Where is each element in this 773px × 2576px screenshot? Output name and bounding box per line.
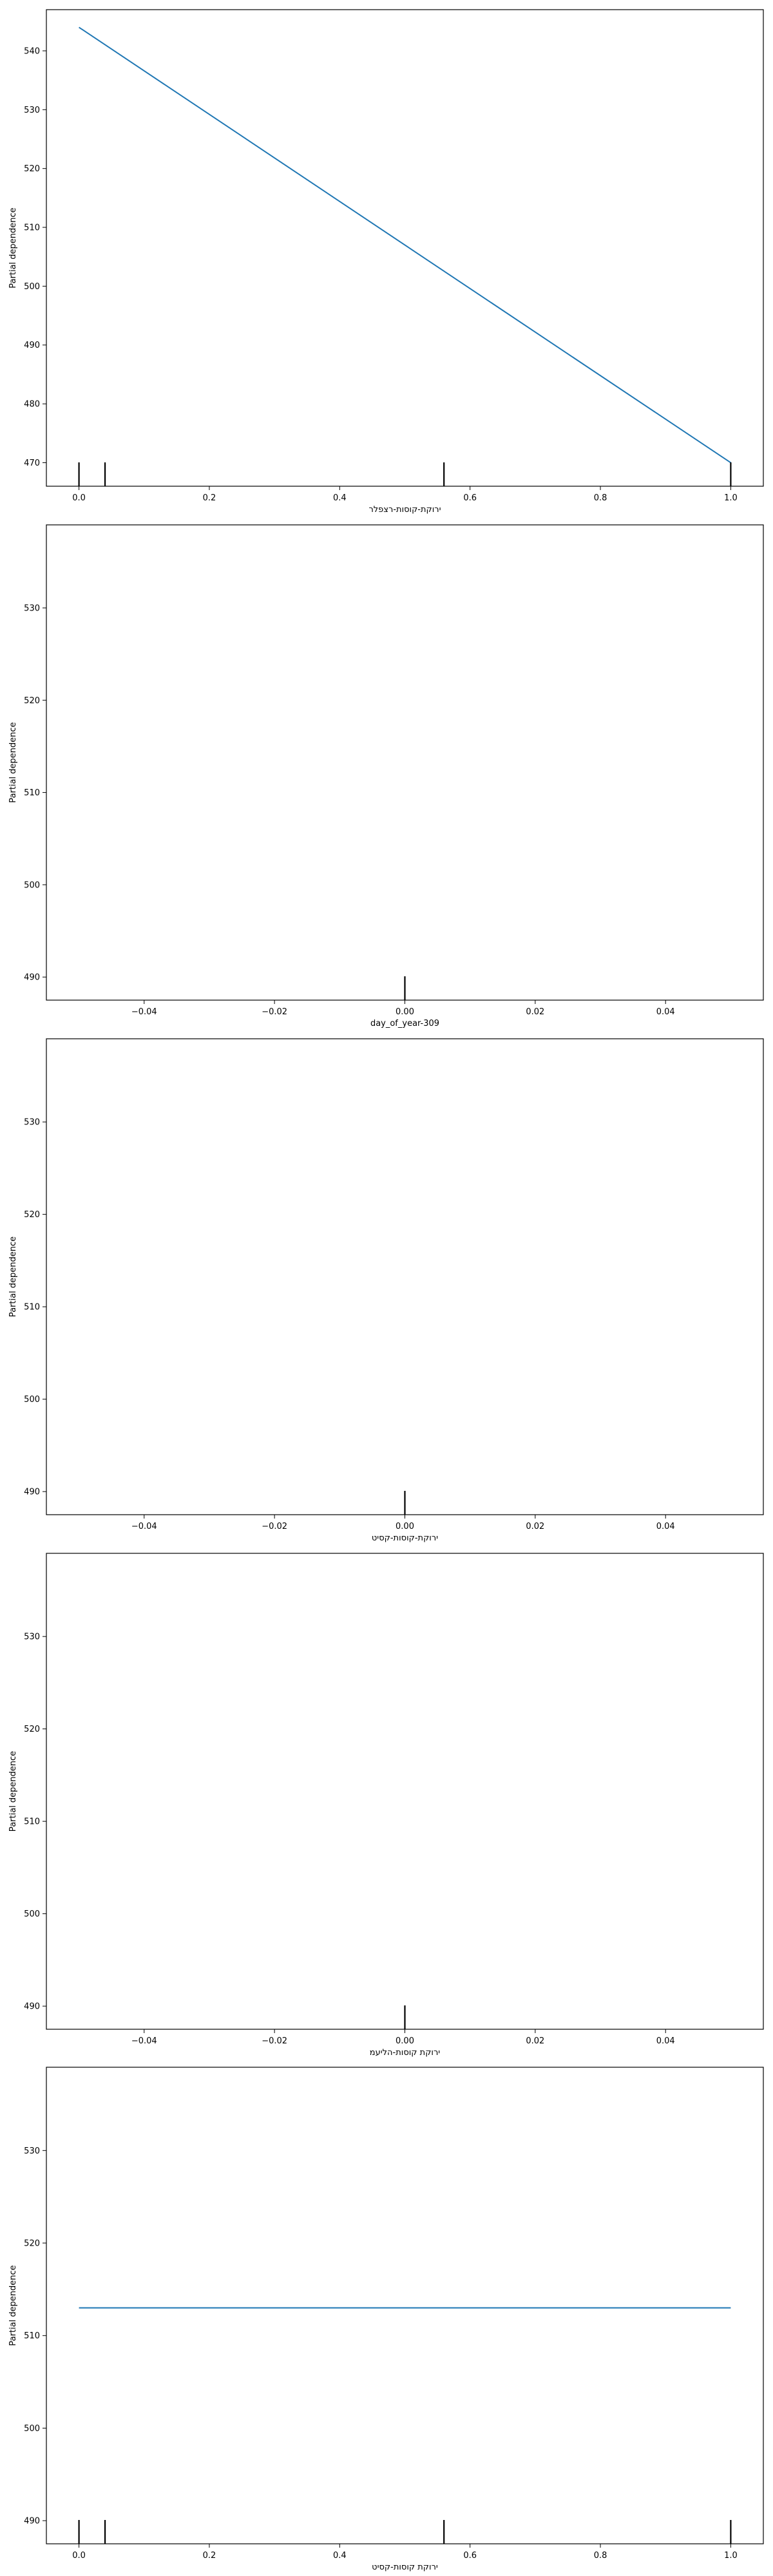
x-tick-label: 0.8 [594, 493, 607, 503]
x-tick-label: 0.2 [203, 2551, 216, 2561]
x-tick-label: 0.8 [594, 2551, 607, 2561]
y-tick-label: 500 [24, 1909, 40, 1919]
x-tick-label: −0.04 [131, 1522, 157, 1531]
y-axis-label: Partial dependence [8, 722, 18, 802]
plot-frame [46, 2067, 764, 2544]
y-tick-label: 520 [24, 1210, 40, 1220]
y-tick-label: 510 [24, 223, 40, 233]
y-tick-label: 510 [24, 1817, 40, 1827]
x-tick-label: 0.6 [463, 2551, 477, 2561]
y-tick-label: 530 [24, 2146, 40, 2156]
x-tick-label: −0.02 [262, 1007, 287, 1017]
y-axis-label: Partial dependence [8, 2265, 18, 2345]
y-tick-label: 530 [24, 603, 40, 613]
chart-panel-1: 470 480 490 500 510 520 530 540 0.0 0.2 0.4 0.6 0.8 1… [8, 9, 764, 515]
chart-panel-5: 490 500 510 520 530 0.0 0.2 0.4 0.6 0.8 1.0 ירוקת ק… [8, 2067, 764, 2572]
x-axis-label: ירוקת-קוסות-רצפלר [368, 505, 441, 515]
y-tick-label: 520 [24, 1725, 40, 1734]
x-tick-label: −0.02 [262, 2036, 287, 2046]
y-axis-label: Partial dependence [8, 1751, 18, 1832]
x-tick-label: 0.0 [72, 493, 86, 503]
y-tick-label: 500 [24, 2424, 40, 2434]
y-tick-label: 530 [24, 1633, 40, 1642]
x-tick-label: 0.04 [656, 1522, 675, 1531]
plot-frame [46, 1553, 764, 2030]
y-tick-label: 510 [24, 2331, 40, 2341]
x-tick-label: 0.4 [333, 2551, 347, 2561]
x-tick-label: 0.00 [396, 1522, 414, 1531]
y-tick-label: 510 [24, 1303, 40, 1312]
y-tick-label: 500 [24, 880, 40, 890]
y-tick-label: 540 [24, 46, 40, 56]
chart-panel-4: 490 500 510 520 530 −0.04 −0.02 0.00 0.02 0.04 ירו… [8, 1553, 764, 2058]
y-tick-label: 500 [24, 1395, 40, 1405]
x-tick-label: 1.0 [724, 493, 738, 503]
x-tick-label: 1.0 [724, 2551, 738, 2561]
x-tick-label: 0.2 [203, 493, 216, 503]
x-tick-label: −0.02 [262, 1522, 287, 1531]
y-tick-label: 490 [24, 341, 40, 350]
x-tick-label: −0.04 [131, 1007, 157, 1017]
plot-frame [46, 1038, 764, 1515]
y-tick-label: 490 [24, 2002, 40, 2012]
x-tick-label: 0.02 [526, 2036, 544, 2046]
y-tick-label: 490 [24, 973, 40, 983]
x-tick-label: 0.00 [396, 1007, 414, 1017]
x-axis-label: day_of_year-309 [370, 1019, 439, 1028]
y-tick-label: 520 [24, 164, 40, 174]
plot-frame [46, 9, 764, 487]
y-tick-label: 490 [24, 1488, 40, 1497]
chart-panel-2: 490 500 510 520 530 −0.04 −0.02 0.00 0.02 0.04 day… [8, 524, 764, 1028]
y-tick-label: 520 [24, 696, 40, 706]
pd-series-line [79, 26, 731, 464]
x-tick-label: 0.4 [333, 493, 347, 503]
chart-panel-3: 490 500 510 520 530 −0.04 −0.02 0.00 0.02 0.04 ירו… [8, 1038, 764, 1543]
x-tick-label: 0.04 [656, 1007, 675, 1017]
x-tick-label: 0.00 [396, 2036, 414, 2046]
x-axis-label: ירוקת קוסות-קסיט [372, 2562, 438, 2572]
plot-frame [46, 524, 764, 1001]
y-tick-label: 520 [24, 2239, 40, 2249]
y-axis-label: Partial dependence [8, 1236, 18, 1317]
x-tick-label: 0.0 [72, 2551, 86, 2561]
x-tick-label: 0.6 [463, 493, 477, 503]
x-tick-label: 0.04 [656, 2036, 675, 2046]
x-axis-label: ירוקת קוסות-הליעמ [370, 2048, 441, 2058]
y-tick-label: 480 [24, 400, 40, 410]
y-axis-label: Partial dependence [8, 207, 18, 288]
x-tick-label: 0.02 [526, 1522, 544, 1531]
y-tick-label: 490 [24, 2517, 40, 2526]
y-tick-label: 510 [24, 788, 40, 798]
y-tick-label: 530 [24, 1118, 40, 1128]
x-tick-label: −0.04 [131, 2036, 157, 2046]
y-tick-label: 500 [24, 282, 40, 292]
y-tick-label: 470 [24, 459, 40, 468]
y-tick-label: 530 [24, 106, 40, 115]
x-tick-label: 0.02 [526, 1007, 544, 1017]
x-axis-label: ירוקת-קוסות-קסיט [372, 1533, 438, 1543]
